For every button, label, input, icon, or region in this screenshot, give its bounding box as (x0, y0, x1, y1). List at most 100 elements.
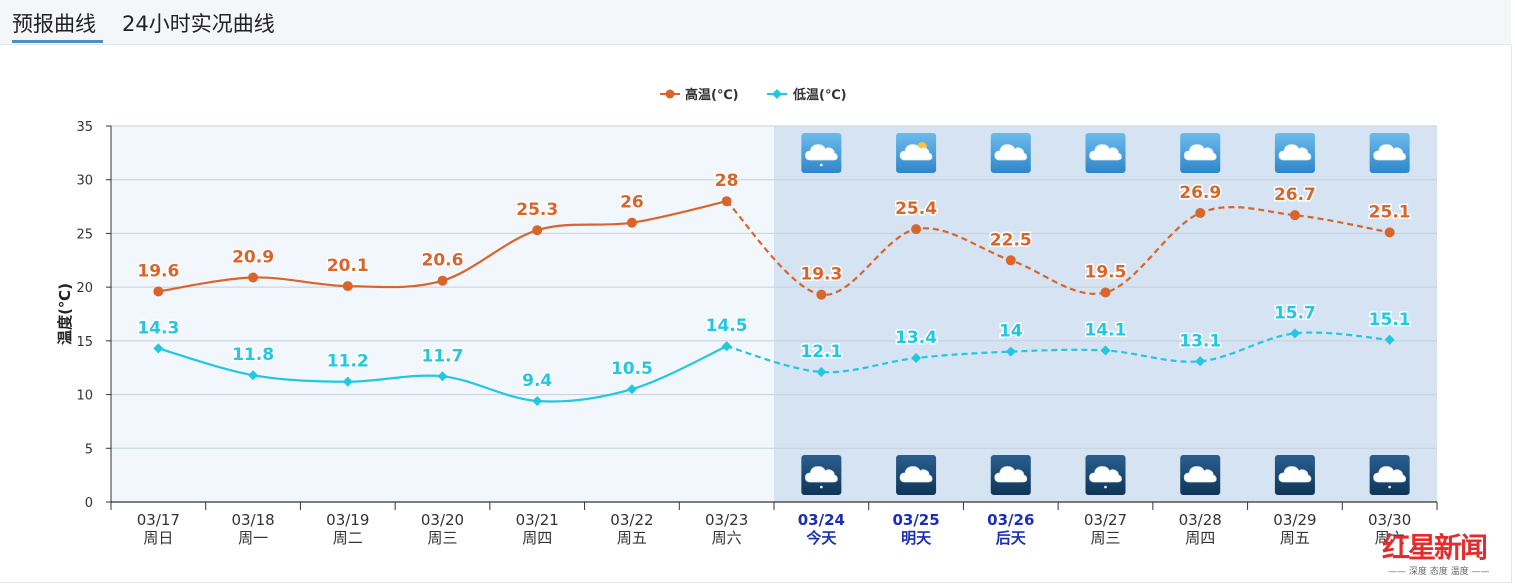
data-point-high (911, 224, 922, 235)
cloud-night-icon (1274, 455, 1315, 495)
tab-forecast-curve[interactable]: 预报曲线 (12, 12, 96, 36)
cloud-drizzle-night-icon (1085, 455, 1126, 495)
data-label-high: 28 (715, 171, 739, 191)
data-label-low: 15.1 (1369, 310, 1411, 330)
data-point-low (1289, 328, 1300, 339)
x-date-label: 03/29 (1273, 511, 1316, 529)
data-label-low: 13.4 (895, 328, 937, 348)
cloud-drizzle-night-icon (1369, 455, 1410, 495)
x-weekday-label: 周五 (617, 529, 647, 547)
cloud-drizzle-night-icon (801, 455, 842, 495)
data-point-low (1195, 356, 1206, 367)
x-date-label: 03/19 (326, 511, 369, 529)
rain-drop (1104, 485, 1107, 489)
rain-drop (820, 163, 823, 167)
data-label-high: 26.9 (1179, 183, 1221, 203)
data-point-low (816, 367, 827, 378)
x-date-label: 03/24 (798, 511, 845, 529)
forecast-days-background (774, 126, 1437, 502)
y-tick-label: 25 (76, 227, 93, 242)
x-weekday-label: 周六 (712, 529, 742, 547)
y-tick-label: 30 (76, 174, 93, 189)
y-tick-label: 0 (85, 496, 93, 511)
data-point-low (1384, 334, 1395, 345)
legend: 高温(℃) 低温(℃) (660, 87, 847, 103)
x-date-label: 03/28 (1179, 511, 1222, 529)
x-date-label: 03/21 (516, 511, 559, 529)
x-weekday-label: 周一 (238, 529, 268, 547)
data-label-high: 25.4 (895, 199, 937, 219)
data-point-high (153, 286, 164, 297)
data-label-high: 26 (620, 193, 644, 213)
data-label-low: 13.1 (1179, 331, 1221, 351)
data-label-low: 14 (999, 322, 1023, 342)
rain-drop (820, 485, 823, 489)
y-tick-label: 15 (76, 335, 93, 350)
data-label-low: 14.5 (706, 316, 748, 336)
data-point-low (911, 353, 922, 364)
data-point-high (1100, 287, 1111, 298)
cloud-icon (1369, 133, 1410, 173)
data-label-low: 11.7 (422, 346, 464, 366)
x-date-label: 03/17 (137, 511, 180, 529)
x-weekday-label: 周四 (522, 529, 552, 547)
data-label-high: 20.1 (327, 256, 369, 276)
x-weekday-label: 明天 (901, 529, 932, 547)
legend-item-high[interactable]: 高温(℃) (660, 87, 739, 103)
cloud-icon (990, 133, 1031, 173)
watermark-logo: 红星新闻 —— 深度 态度 温度 —— (1382, 526, 1489, 577)
x-date-label: 03/18 (231, 511, 274, 529)
data-point-low (153, 343, 164, 354)
data-point-low (626, 384, 637, 395)
x-weekday-label: 周三 (427, 529, 457, 547)
data-label-high: 19.6 (137, 261, 179, 281)
data-label-high: 22.5 (990, 230, 1032, 250)
data-point-high (532, 225, 543, 236)
cloud-night-icon (1180, 455, 1221, 495)
tab-24h-observed-curve[interactable]: 24小时实况曲线 (122, 12, 275, 36)
data-point-high (1289, 210, 1300, 221)
data-label-low: 14.1 (1085, 321, 1127, 341)
data-point-high (248, 272, 259, 283)
data-point-high (626, 217, 637, 228)
data-label-low: 14.3 (137, 318, 179, 338)
partly-sunny-icon (896, 133, 937, 173)
x-date-label: 03/26 (987, 511, 1034, 529)
series-line-high-forecast (725, 200, 1390, 296)
past-days-background (111, 126, 774, 502)
x-date-label: 03/25 (892, 511, 939, 529)
x-weekday-label: 周四 (1185, 529, 1215, 547)
data-point-high (1195, 208, 1206, 219)
data-label-low: 12.1 (800, 342, 842, 362)
data-point-high (816, 289, 827, 300)
cloud-icon (1274, 133, 1315, 173)
cloud-drizzle-icon (801, 133, 842, 173)
y-tick-label: 5 (85, 442, 93, 457)
data-point-low (721, 341, 732, 352)
data-point-low (1100, 345, 1111, 356)
x-weekday-label: 周日 (143, 529, 173, 547)
x-date-label: 03/27 (1084, 511, 1127, 529)
data-point-high (437, 275, 448, 286)
x-date-label: 03/20 (421, 511, 464, 529)
active-tab-indicator (12, 40, 103, 43)
x-date-label: 03/23 (705, 511, 748, 529)
tab-bar: 预报曲线 24小时实况曲线 (0, 0, 1511, 45)
data-point-low (532, 396, 543, 407)
data-point-low (342, 376, 353, 387)
x-weekday-label: 今天 (805, 529, 837, 547)
data-label-high: 25.3 (516, 200, 558, 220)
x-weekday-label: 周三 (1090, 529, 1120, 547)
legend-item-low[interactable]: 低温(℃) (767, 87, 847, 103)
data-point-high (1005, 255, 1016, 266)
cloud-night-icon (896, 455, 937, 495)
data-label-high: 19.3 (800, 265, 842, 285)
x-weekday-label: 周二 (333, 529, 363, 547)
rain-drop (1388, 485, 1391, 489)
legend-label-high: 高温(℃) (685, 87, 739, 103)
data-label-low: 11.8 (232, 345, 274, 365)
data-label-high: 25.1 (1369, 202, 1411, 222)
data-point-high (342, 281, 353, 292)
data-label-low: 15.7 (1274, 303, 1316, 323)
